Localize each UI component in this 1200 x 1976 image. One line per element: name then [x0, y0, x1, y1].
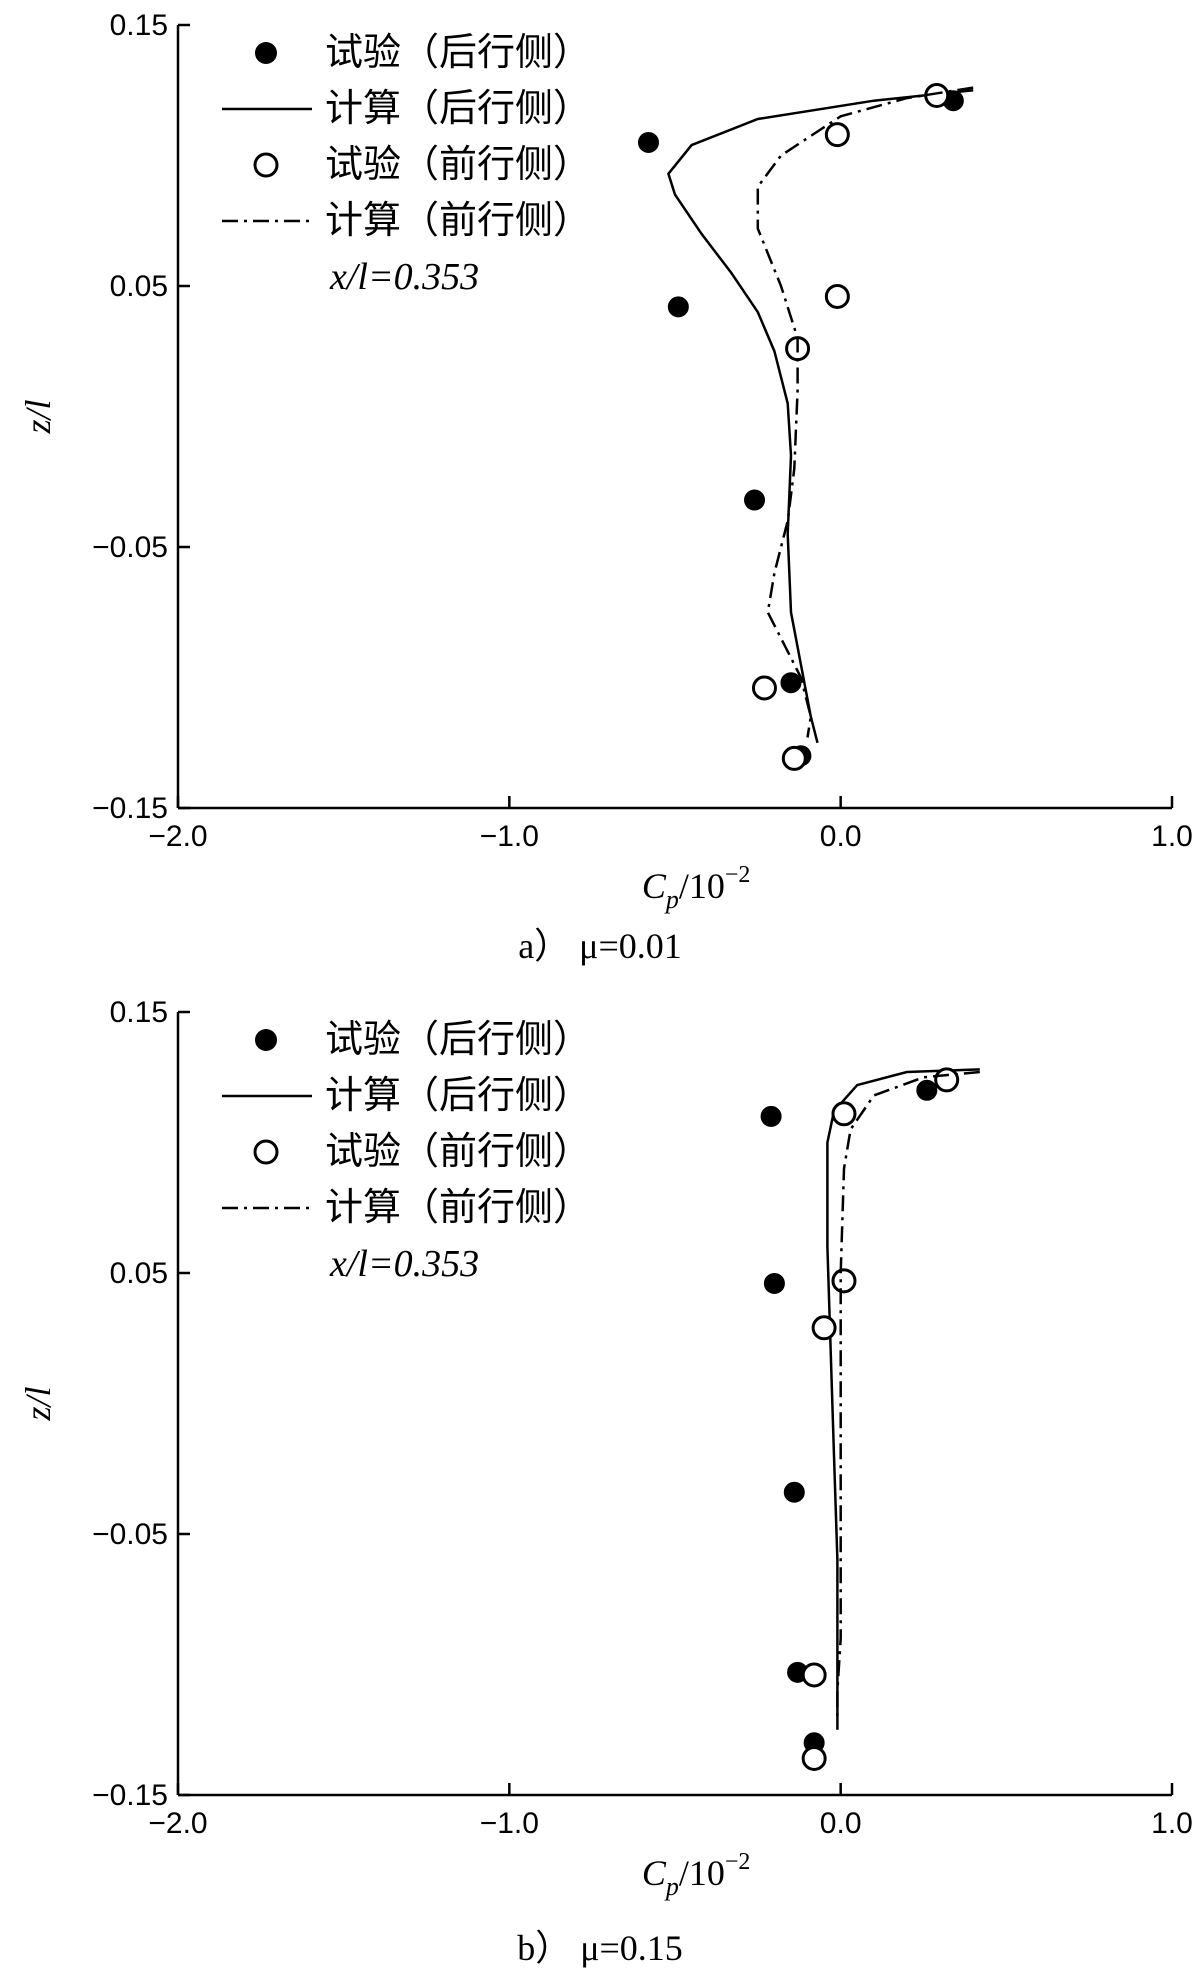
- data-point-filled: [637, 131, 659, 153]
- y-tick-label: −0.15: [92, 792, 168, 825]
- y-tick-label: 0.05: [110, 270, 168, 303]
- legend-label: 试验（后行侧）: [325, 30, 591, 74]
- series-filled-marker: [760, 1079, 938, 1754]
- y-tick-label: −0.15: [92, 1779, 168, 1812]
- panel-caption: a） μ=0.01: [518, 926, 682, 966]
- chart-panel-a: −0.15 −0.05 0.05 0.15 −2.0 −1.0 0.0 1.0 z/l Cp/10…: [18, 9, 1193, 966]
- data-point-filled: [763, 1272, 785, 1294]
- legend-label: 试验（前行侧）: [325, 1129, 591, 1173]
- chart-note: x/l=0.353: [329, 1243, 479, 1285]
- series-line: [756, 86, 974, 738]
- series-line: [667, 88, 974, 744]
- x-axis-label: Cp/10−2: [642, 862, 751, 914]
- x-tick-label: −2.0: [148, 1807, 207, 1840]
- data-point-filled: [744, 489, 766, 511]
- series-dashdot-line: [756, 86, 974, 738]
- legend-item: 试验（后行侧）: [255, 1017, 591, 1061]
- series-solid-line: [826, 1068, 980, 1730]
- legend-label: 计算（后行侧）: [325, 86, 591, 130]
- data-point-open: [924, 82, 950, 108]
- x-tick-label: 0.0: [820, 1807, 862, 1840]
- legend-open-marker: [253, 152, 279, 178]
- y-axis-label: z/l: [18, 1386, 58, 1421]
- data-point-open: [801, 1662, 827, 1688]
- y-tick-label: 0.05: [110, 1257, 168, 1290]
- data-point-filled: [916, 1079, 938, 1101]
- x-tick-label: 1.0: [1151, 820, 1193, 853]
- data-point-filled: [783, 1481, 805, 1503]
- data-point-open: [811, 1315, 837, 1341]
- series-solid-line: [667, 88, 974, 744]
- series-line: [836, 1070, 980, 1722]
- y-axis-label: z/l: [18, 399, 58, 434]
- y-tick-label: −0.05: [92, 531, 168, 564]
- legend-open-marker: [253, 1139, 279, 1165]
- legend-label: 试验（后行侧）: [325, 1017, 591, 1061]
- legend: 试验（后行侧） 计算（后行侧） 试验（前行侧） 计算（前行侧） x/l=0.353: [222, 30, 591, 298]
- data-point-open: [751, 675, 777, 701]
- chart-note: x/l=0.353: [329, 256, 479, 298]
- legend-item: 试验（后行侧）: [255, 30, 591, 74]
- legend-item: 试验（前行侧）: [253, 142, 591, 186]
- legend-filled-marker: [255, 42, 277, 64]
- legend-item: 计算（前行侧）: [222, 198, 591, 242]
- data-point-open: [824, 283, 850, 309]
- data-point-open: [781, 745, 807, 771]
- x-tick-label: 1.0: [1151, 1807, 1193, 1840]
- panel-caption: b） μ=0.15: [517, 1928, 683, 1968]
- series-dashdot-line: [836, 1070, 980, 1722]
- legend-label: 试验（前行侧）: [325, 142, 591, 186]
- data-point-open: [831, 1101, 857, 1127]
- legend-item: 计算（后行侧）: [222, 1073, 591, 1117]
- data-point-open: [801, 1745, 827, 1771]
- legend-item: 计算（前行侧）: [222, 1185, 591, 1229]
- y-tick-label: 0.15: [110, 996, 168, 1029]
- data-point-filled: [667, 296, 689, 318]
- x-tick-label: −2.0: [148, 820, 207, 853]
- legend-filled-marker: [255, 1029, 277, 1051]
- legend-item: 试验（前行侧）: [253, 1129, 591, 1173]
- legend-item: 计算（后行侧）: [222, 86, 591, 130]
- x-tick-label: −1.0: [480, 1807, 539, 1840]
- x-tick-label: −1.0: [480, 820, 539, 853]
- data-point-open: [831, 1268, 857, 1294]
- data-point-filled: [780, 672, 802, 694]
- legend: 试验（后行侧） 计算（后行侧） 试验（前行侧） 计算（前行侧） x/l=0.353: [222, 1017, 591, 1285]
- legend-label: 计算（前行侧）: [325, 1185, 591, 1229]
- series-open-marker: [801, 1067, 960, 1771]
- data-point-open: [934, 1067, 960, 1093]
- data-point-open: [824, 122, 850, 148]
- chart-panel-b: −0.15 −0.05 0.05 0.15 −2.0 −1.0 0.0 1.0 z/l Cp/10…: [18, 996, 1193, 1968]
- series-open-marker: [751, 82, 950, 771]
- data-point-filled: [760, 1105, 782, 1127]
- legend-label: 计算（后行侧）: [325, 1073, 591, 1117]
- series-line: [826, 1068, 980, 1730]
- y-tick-label: −0.05: [92, 1518, 168, 1551]
- y-tick-label: 0.15: [110, 9, 168, 42]
- x-axis-label: Cp/10−2: [642, 1849, 751, 1901]
- x-tick-label: 0.0: [820, 820, 862, 853]
- legend-label: 计算（前行侧）: [325, 198, 591, 242]
